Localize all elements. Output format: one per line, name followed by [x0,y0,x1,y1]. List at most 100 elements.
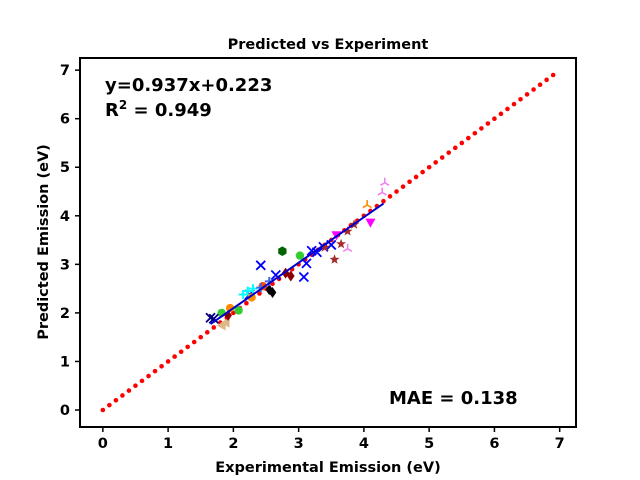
identity-line-point [191,339,197,345]
y-tick-label: 1 [60,354,70,370]
identity-line-point [126,388,132,393]
y-tick-label: 0 [60,403,70,419]
identity-line-point [492,116,497,121]
x-tick-label: 6 [489,436,499,452]
x-axis-label: Experimental Emission (eV) [215,460,440,476]
identity-line-point [178,349,184,355]
data-point-plus-marker [238,289,248,299]
identity-line-point [452,145,458,151]
y-axis-label: Predicted Emission (eV) [36,144,52,340]
data-point-star-marker [336,238,346,249]
data-point-circle-marker [247,293,256,302]
identity-line-point [152,368,158,374]
data-point-hexagon-marker [278,246,287,256]
identity-line-point [505,106,510,112]
plot-marks [100,72,556,413]
data-point-plus-marker [248,284,258,294]
data-point-x-marker [270,269,281,281]
y-tick-label: 3 [60,257,70,273]
y-tick-label: 4 [60,209,70,225]
r-squared-value: = 0.949 [127,100,212,121]
data-point-tri-marker [342,243,353,252]
identity-line-point [146,373,151,379]
identity-line-point [113,397,119,403]
data-point-triangle-left-marker [220,317,230,328]
data-point-star-marker [329,254,340,264]
identity-line-point [479,126,484,131]
r-squared-annotation: R2 = 0.949 [105,98,212,121]
data-point-star-marker [319,242,330,252]
identity-line-point [439,155,445,160]
x-tick-label: 5 [424,436,434,452]
identity-line-point [387,194,393,199]
data-point-x-marker [205,312,216,323]
x-tick-label: 0 [98,436,108,452]
identity-line-point [472,130,478,136]
x-tick-label: 7 [555,436,565,452]
identity-line-point [100,407,106,413]
identity-line-point [420,169,425,175]
mae-annotation: MAE = 0.138 [389,388,518,409]
data-point-circle-marker [295,251,305,260]
identity-line-point [244,300,249,306]
data-point-x-marker [255,260,266,271]
identity-line-point [133,383,138,389]
identity-line-point [231,310,236,316]
data-point-diamond-marker [265,284,274,296]
data-point-diamond-marker [287,270,295,282]
identity-line-point [211,325,217,330]
axis-ticks: 0 1 2 3 4 5 6 7 0 1 2 3 4 5 6 7 [60,63,565,452]
data-point-star-marker [342,226,353,236]
identity-line-point [433,160,438,165]
identity-line-point [426,164,432,170]
identity-line-point [204,330,210,335]
identity-line-point [413,174,419,180]
identity-line-point [511,101,517,107]
fit-line [209,202,385,325]
x-tick-label: 2 [228,436,238,452]
data-point-tri-marker [377,187,387,196]
y-tick-label: 7 [60,63,70,79]
data-point-plus-marker [243,286,253,296]
identity-line-point [139,378,145,384]
data-point-circle-marker [234,306,243,315]
chart-title: Predicted vs Experiment [228,37,429,53]
y-tick-label: 6 [60,112,70,128]
identity-line-point [459,140,465,146]
identity-line-point [524,92,530,97]
identity-line-point [257,291,262,296]
identity-line-point [466,135,471,141]
identity-line-point [120,393,125,398]
identity-line-point [544,77,549,83]
identity-line-point [485,121,491,126]
identity-line-point [165,359,171,364]
data-point-tri-marker [362,200,372,209]
r-squared-prefix: R [105,100,119,121]
identity-line-point [550,72,556,78]
identity-line-point [498,111,504,117]
identity-line-point [394,189,399,194]
data-point-tri-marker [380,177,390,186]
x-tick-label: 1 [163,436,173,452]
r-squared-superscript: 2 [119,98,127,112]
data-point-x-marker [298,271,309,283]
identity-line-point [159,364,164,369]
identity-line-point [381,198,386,204]
identity-line-point [107,402,112,408]
identity-line-point [531,87,536,92]
x-tick-label: 4 [359,436,369,452]
data-point-triangle-down-marker [365,218,376,228]
data-point-x-marker [311,247,323,258]
identity-line-point [446,150,452,155]
y-tick-label: 2 [60,306,70,322]
identity-line-point [537,82,543,88]
identity-line-point [198,334,204,340]
plot-frame [79,57,577,428]
fit-equation-annotation: y=0.937x+0.223 [105,75,272,96]
identity-line-point [185,344,190,350]
identity-line-point [407,179,412,185]
data-point-x-marker [208,313,219,324]
y-tick-label: 5 [60,160,70,176]
identity-line-point [400,184,406,189]
